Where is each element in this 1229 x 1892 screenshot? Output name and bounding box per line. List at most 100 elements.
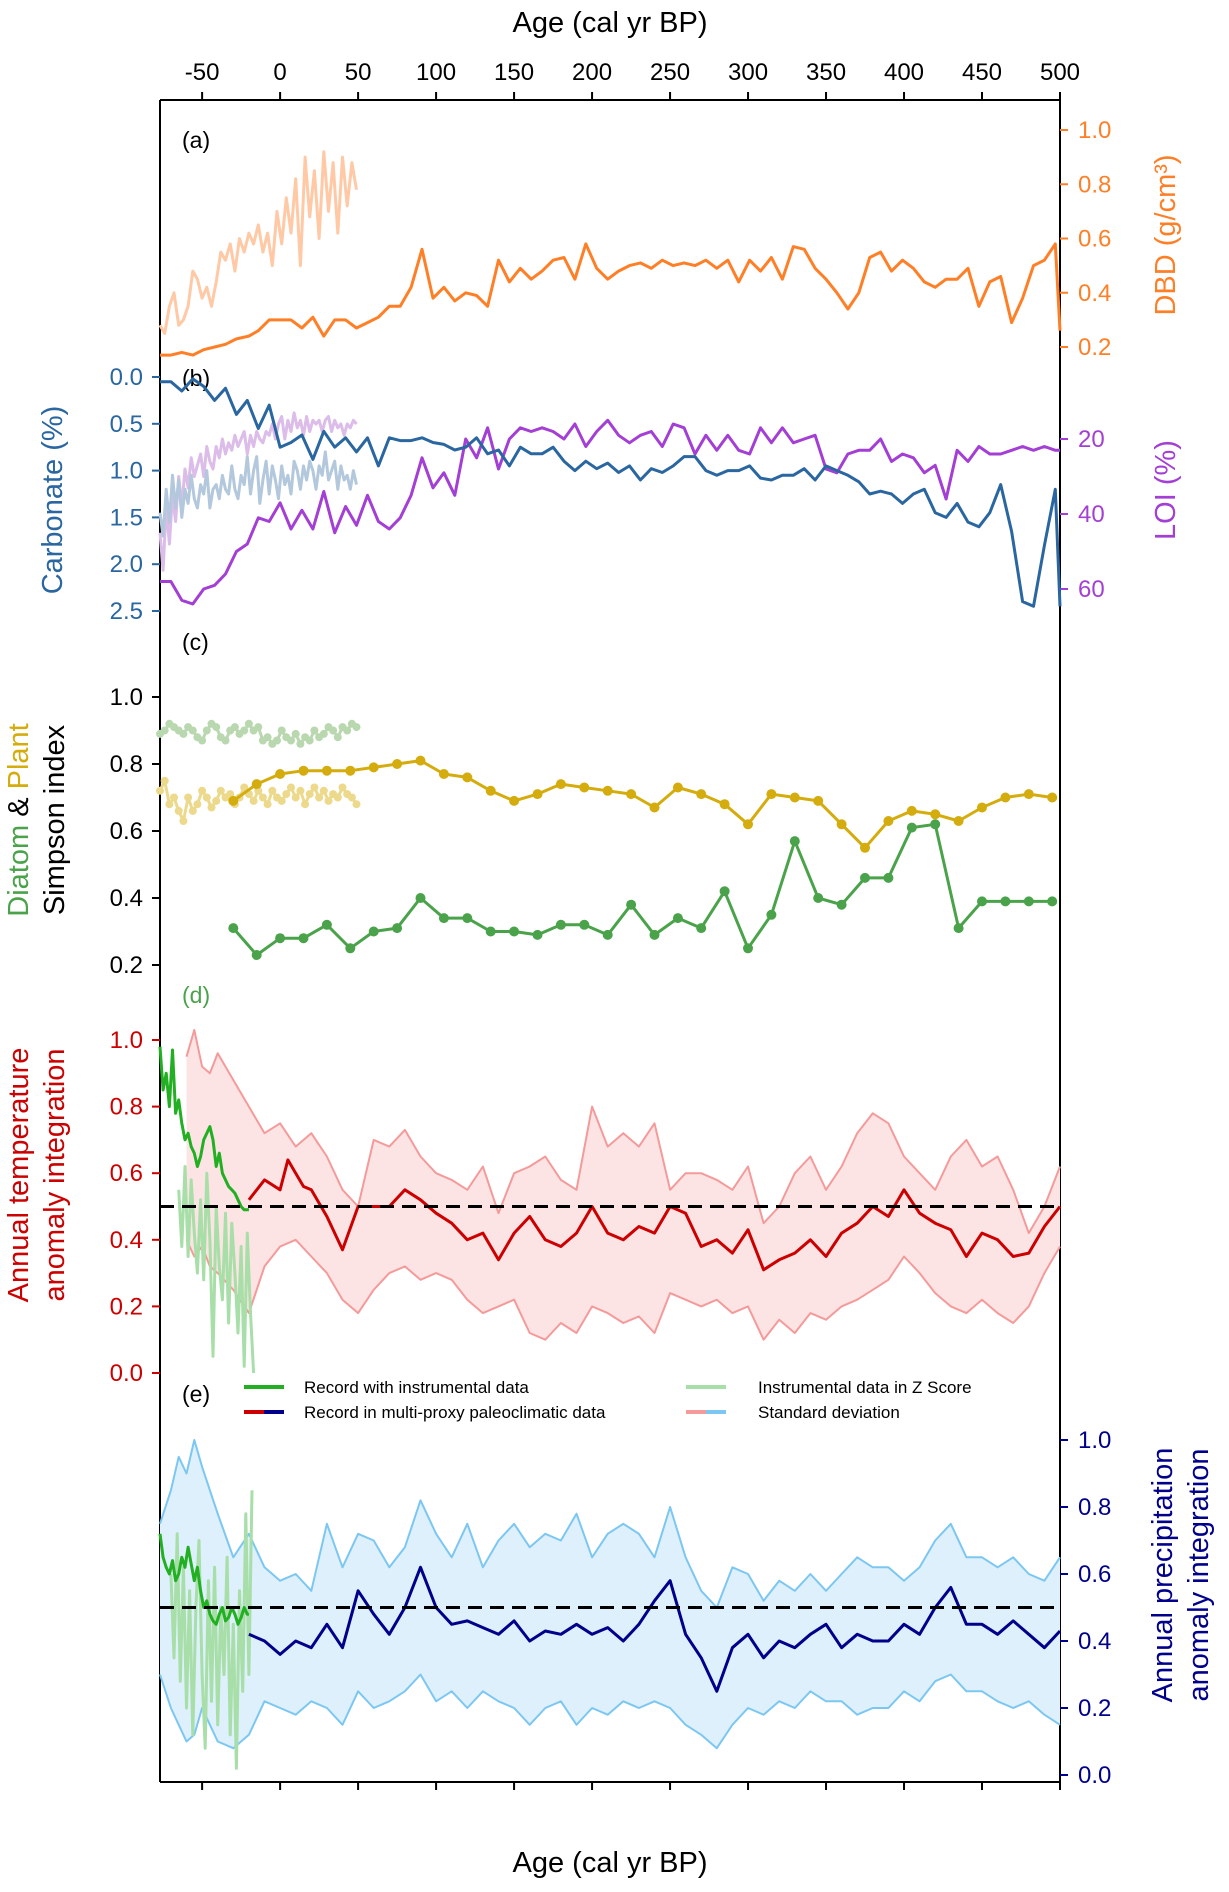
diatom-instrumental-point [212, 723, 221, 732]
plant-point [392, 759, 403, 769]
simpson-tick-label: 0.6 [110, 818, 143, 845]
panel-b-ylabel-right: LOI (%) [1150, 440, 1182, 540]
diatom-point [321, 919, 332, 930]
plant-instrumental-point [174, 806, 183, 815]
precip-sd-lower-line [159, 1673, 1061, 1750]
legend-label-multiproxy: Record in multi-proxy paleoclimatic data [304, 1403, 606, 1422]
diatom-instrumental-point [273, 736, 281, 745]
simpson-tick-label: 0.4 [110, 885, 143, 912]
plant-point [1047, 792, 1058, 803]
diatom-point [860, 872, 870, 883]
dbd-tick-label: 0.6 [1078, 226, 1111, 253]
simpson-tick-label: 1.0 [110, 684, 143, 711]
temp-tick-label: 0.0 [110, 1360, 143, 1387]
diatom-instrumental-point [287, 736, 295, 745]
x-tick-label-top: 100 [416, 59, 456, 86]
plant-point [906, 805, 917, 816]
x-tick-label-top: 150 [494, 59, 534, 86]
plant-instrumental-point [315, 793, 324, 802]
dbd-instrumental-line [158, 150, 358, 335]
loi-tick-label: 20 [1078, 426, 1105, 453]
plant-instrumental-point [216, 786, 225, 795]
diatom-point [345, 943, 356, 954]
loi-instrumental-line [158, 411, 358, 572]
temp-tick-label: 0.2 [110, 1293, 143, 1320]
plant-instrumental-point [301, 800, 310, 809]
diatom-point [672, 913, 683, 924]
plant-point [626, 789, 637, 800]
carbonate-tick-label: 2.5 [110, 598, 143, 625]
plant-instrumental-point [324, 796, 333, 805]
diatom-point [649, 929, 660, 940]
panel-d-plot [158, 1029, 1062, 1374]
plant-point [836, 819, 847, 830]
ylabel-amp: & [3, 789, 35, 824]
panel-c-label: (c) [182, 629, 209, 655]
diatom-point [555, 919, 566, 930]
diatom-instrumental-point [305, 736, 314, 745]
plant-point [883, 816, 894, 826]
plant-point [555, 779, 566, 790]
diatom-line [232, 822, 1053, 957]
dbd-line [160, 242, 1062, 357]
diatom-instrumental-point [263, 733, 272, 742]
panel-c-plot [156, 719, 1058, 960]
plant-instrumental-point [258, 793, 267, 802]
diatom-instrumental-point [343, 726, 352, 735]
plant-instrumental-point [310, 783, 319, 792]
plant-point [743, 819, 753, 830]
panel-b-right-y-ticks: 20 40 60 [1060, 426, 1105, 603]
x-tick-label-top: 0 [273, 59, 286, 86]
plant-instrumental-point [240, 783, 249, 792]
plant-point [953, 816, 964, 826]
plant-point [415, 755, 426, 766]
diatom-point [836, 899, 847, 910]
temp-sd-lower-line [185, 1238, 1061, 1341]
ylabel-diatom: Diatom [3, 825, 35, 917]
plant-point [789, 792, 800, 803]
plant-point [719, 799, 730, 810]
loi-tick-label: 40 [1078, 501, 1105, 528]
x-tick-label-top: 200 [572, 59, 612, 86]
carbonate-tick-label: 0.0 [110, 364, 143, 391]
temp-instrumental-line [158, 1046, 249, 1212]
plant-instrumental-point [193, 800, 202, 809]
simpson-tick-label: 0.2 [110, 952, 143, 979]
temp-tick-label: 0.4 [110, 1227, 143, 1254]
legend: Record with instrumental data Record in … [244, 1378, 972, 1422]
panel-e-ylabel-line2: anomaly integration [1183, 1448, 1215, 1701]
plant-point [813, 795, 824, 806]
diatom-instrumental-point [160, 726, 169, 735]
x-tick-label-top: 400 [884, 59, 924, 86]
precip-tick-label: 0.6 [1078, 1561, 1111, 1588]
precip-tick-label: 1.0 [1078, 1427, 1111, 1454]
plant-point [977, 802, 987, 813]
plant-point [649, 802, 660, 813]
precip-tick-label: 0.4 [1078, 1628, 1111, 1655]
temp-sd-upper-line [185, 1029, 1061, 1235]
precip-tick-label: 0.0 [1078, 1762, 1111, 1789]
precip-zscore-line [169, 1490, 254, 1770]
plant-instrumental-point [160, 776, 169, 785]
plant-point [1000, 792, 1011, 803]
diatom-point [977, 896, 987, 907]
carbonate-tick-label: 1.0 [110, 458, 143, 485]
panel-d-y-ticks: 0.0 0.2 0.4 0.6 0.8 1.0 [110, 1027, 160, 1387]
diatom-point [415, 893, 426, 903]
plant-instrumental-point [207, 803, 216, 812]
panel-a-label: (a) [182, 127, 210, 153]
plant-instrumental-point [198, 786, 207, 795]
diatom-point [602, 929, 613, 940]
x-tick-label-top: 300 [728, 59, 768, 86]
plant-point [509, 795, 520, 806]
carbonate-line [160, 377, 1062, 608]
plant-point [368, 762, 379, 773]
plant-instrumental-point [268, 786, 277, 795]
precip-sd-band [160, 1440, 1060, 1749]
plant-instrumental-point [179, 817, 188, 825]
diatom-point [1047, 896, 1058, 907]
diatom-point [368, 926, 379, 937]
legend-label-zscore: Instrumental data in Z Score [758, 1378, 972, 1397]
loi-tick-label: 60 [1078, 576, 1105, 603]
plant-instrumental-point [347, 793, 356, 802]
